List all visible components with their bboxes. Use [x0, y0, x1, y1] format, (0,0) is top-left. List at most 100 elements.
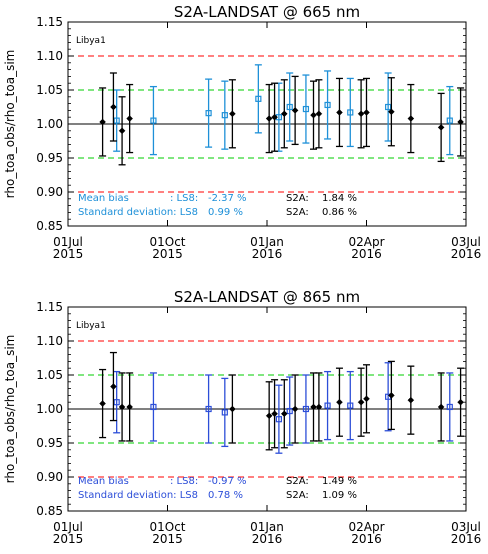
stats-mean-s2a-label: S2A:	[286, 476, 309, 487]
y-tick-label: 1.05	[36, 83, 63, 97]
data-point-square	[205, 110, 212, 117]
data-point-square	[221, 409, 228, 416]
data-point-square	[286, 103, 293, 111]
y-tick-label: 0.90	[36, 185, 63, 199]
data-point-square	[302, 405, 310, 413]
data-point-diamond	[110, 383, 117, 390]
stats-mean-s2a-label: S2A:	[286, 193, 309, 204]
stats-std-s2a-value: 0.86 %	[322, 207, 357, 218]
data-point-diamond	[437, 124, 445, 131]
y-tick-label: 1.10	[36, 334, 63, 348]
x-tick-label: 01Oct	[149, 235, 185, 249]
y-tick-label: 1.00	[36, 117, 63, 131]
data-point-diamond	[110, 103, 117, 111]
data-point-diamond	[363, 395, 370, 403]
data-point-square	[385, 103, 392, 111]
y-tick-label: 0.95	[36, 436, 63, 450]
data-point-diamond	[336, 398, 343, 406]
site-label: Libya1	[76, 321, 106, 331]
data-point-diamond	[118, 127, 126, 135]
x-tick-label-year: 2015	[53, 532, 84, 546]
stats-std-ls8-value: 0.99 %	[208, 207, 243, 218]
data-point-diamond	[388, 108, 395, 116]
y-tick-label: 1.15	[36, 300, 63, 314]
data-point-diamond	[315, 110, 323, 118]
stats-std-label: Standard deviation: LS8	[78, 490, 198, 501]
x-tick-label: 03Jul	[451, 520, 481, 534]
x-tick-label-year: 2015	[152, 247, 183, 261]
stats-std-ls8-value: 0.78 %	[208, 490, 243, 501]
data-point-square	[275, 416, 282, 423]
y-tick-label: 1.10	[36, 49, 63, 63]
data-point-square	[150, 403, 157, 411]
data-point-diamond	[280, 410, 288, 418]
data-point-diamond	[336, 109, 343, 116]
data-point-square	[446, 403, 453, 411]
x-tick-label-year: 2015	[152, 532, 183, 546]
data-point-square	[113, 399, 120, 406]
y-tick-label: 0.90	[36, 470, 63, 484]
stats-mean-ls8-value: -0.97 %	[208, 476, 247, 487]
data-point-diamond	[407, 396, 415, 404]
data-point-diamond	[310, 403, 317, 411]
data-point-square	[255, 95, 262, 102]
data-point-diamond	[315, 403, 323, 411]
x-tick-label: 01Oct	[149, 520, 185, 534]
data-point-diamond	[291, 107, 299, 114]
x-tick-label: 03Jul	[451, 235, 481, 249]
data-point-diamond	[229, 110, 236, 118]
y-tick-label: 0.95	[36, 151, 63, 165]
data-point-diamond	[310, 111, 317, 119]
data-point-square	[324, 101, 331, 109]
y-tick-label: 1.05	[36, 368, 63, 382]
stats-mean-ls8-value: -2.37 %	[208, 193, 247, 204]
data-point-square	[150, 117, 157, 124]
stats-std-s2a-label: S2A:	[286, 490, 309, 501]
data-point-square	[205, 405, 212, 413]
data-point-diamond	[229, 405, 236, 413]
data-point-diamond	[271, 410, 278, 418]
data-point-diamond	[99, 400, 106, 407]
data-point-diamond	[437, 403, 445, 411]
x-tick-label: 01Jan	[250, 235, 284, 249]
x-tick-label: 01Jan	[250, 520, 284, 534]
data-point-diamond	[357, 110, 365, 118]
y-tick-label: 1.00	[36, 402, 63, 416]
data-point-square	[113, 117, 120, 124]
y-tick-label: 0.85	[36, 219, 63, 233]
data-point-square	[324, 402, 331, 409]
y-tick-label: 1.15	[36, 15, 63, 29]
data-point-square	[302, 105, 310, 113]
x-tick-label-year: 2016	[451, 247, 482, 261]
data-point-diamond	[363, 109, 370, 116]
y-axis-label: rho_toa_obs/rho_toa_sim	[3, 335, 17, 484]
data-point-diamond	[388, 392, 395, 399]
data-point-square	[347, 402, 354, 409]
data-point-diamond	[99, 118, 106, 126]
stats-mean-s2a-value: 1.84 %	[322, 193, 357, 204]
stats-mean-ls8-label: : LS8:	[170, 193, 198, 204]
stats-mean-label: Mean bias	[78, 193, 129, 204]
x-tick-label-year: 2016	[351, 532, 382, 546]
chart-title: S2A-LANDSAT @ 665 nm	[174, 3, 360, 21]
stats-std-s2a-label: S2A:	[286, 207, 309, 218]
x-tick-label-year: 2016	[351, 247, 382, 261]
chart-title: S2A-LANDSAT @ 865 nm	[174, 288, 360, 306]
site-label: Libya1	[76, 36, 106, 46]
data-point-diamond	[357, 398, 365, 406]
stats-mean-s2a-value: 1.49 %	[322, 476, 357, 487]
stats-std-label: Standard deviation: LS8	[78, 207, 198, 218]
y-tick-label: 0.85	[36, 504, 63, 518]
data-point-diamond	[280, 110, 288, 118]
stats-mean-label: Mean bias	[78, 476, 129, 487]
data-point-diamond	[271, 113, 278, 121]
data-point-diamond	[265, 412, 273, 420]
y-axis-label: rho_toa_obs/rho_toa_sim	[3, 50, 17, 199]
data-point-diamond	[407, 115, 415, 122]
data-point-square	[286, 407, 293, 415]
x-tick-label-year: 2015	[53, 247, 84, 261]
data-point-square	[347, 109, 354, 116]
x-tick-label-year: 2016	[451, 532, 482, 546]
data-point-diamond	[126, 403, 134, 411]
